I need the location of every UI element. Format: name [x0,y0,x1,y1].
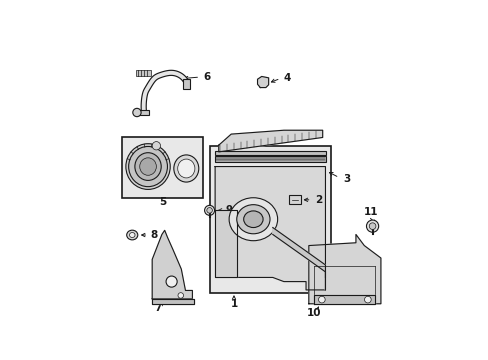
Bar [215,151,325,155]
Polygon shape [308,234,380,304]
Text: 4: 4 [283,73,290,84]
Polygon shape [152,230,192,299]
Ellipse shape [135,153,161,180]
Circle shape [366,220,378,232]
Bar [210,146,330,293]
Ellipse shape [236,205,269,234]
Bar [138,110,149,115]
Text: 5: 5 [159,197,166,207]
Polygon shape [272,228,325,290]
Text: 9: 9 [225,205,232,215]
Text: 2: 2 [314,195,322,205]
Text: 7: 7 [154,303,161,313]
Circle shape [178,293,183,298]
Polygon shape [314,296,375,304]
Circle shape [318,296,325,303]
Ellipse shape [125,144,170,189]
Bar [289,195,300,204]
Ellipse shape [173,155,198,182]
Bar [183,79,190,89]
Circle shape [364,296,370,303]
Text: 8: 8 [150,230,157,240]
Ellipse shape [229,198,277,241]
Circle shape [204,205,214,215]
Text: 3: 3 [343,174,350,184]
Circle shape [368,223,375,229]
Text: 11: 11 [363,207,378,217]
Circle shape [166,276,177,287]
Polygon shape [218,130,322,152]
Ellipse shape [128,147,167,186]
Circle shape [133,108,141,117]
Ellipse shape [177,159,195,178]
Polygon shape [152,299,193,304]
Polygon shape [257,76,268,87]
Bar [135,69,150,76]
Text: 6: 6 [203,72,210,82]
Ellipse shape [126,230,138,240]
Text: 1: 1 [230,299,237,309]
Ellipse shape [129,233,135,238]
Ellipse shape [140,158,156,175]
Polygon shape [215,210,236,278]
Bar [215,156,325,162]
Bar [122,138,203,198]
Text: 10: 10 [306,308,321,318]
Circle shape [152,141,160,150]
Circle shape [206,208,212,213]
Ellipse shape [243,211,263,228]
Polygon shape [215,167,325,290]
